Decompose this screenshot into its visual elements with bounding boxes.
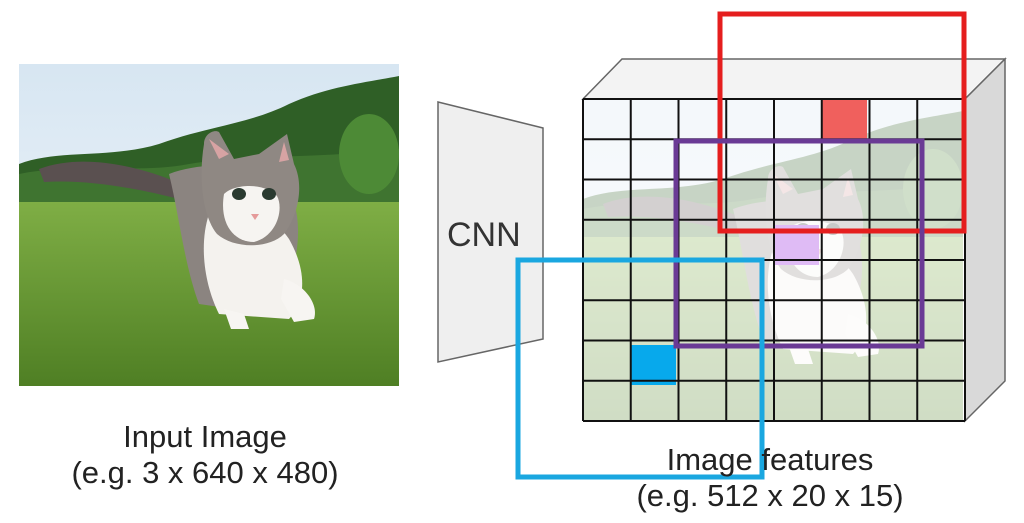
red-receptive-field-box — [717, 11, 967, 234]
features-caption-title: Image features — [666, 442, 874, 477]
features-caption-shape: (e.g. 512 x 20 x 15) — [636, 478, 904, 513]
input-image — [19, 64, 399, 386]
red-feature-cell — [822, 99, 867, 139]
input-caption-title: Input Image — [123, 419, 287, 454]
input-image-caption: Input Image (e.g. 3 x 640 x 480) — [20, 419, 390, 491]
blue-feature-cell — [631, 345, 676, 385]
cube-side-face — [964, 57, 1006, 423]
cnn-label: CNN — [447, 216, 521, 254]
cube-top-face — [581, 58, 1007, 100]
image-features-caption: Image features (e.g. 512 x 20 x 15) — [560, 442, 980, 514]
input-caption-shape: (e.g. 3 x 640 x 480) — [71, 455, 339, 490]
cnn-block: CNN — [437, 101, 544, 363]
blue-receptive-field-box — [515, 257, 765, 480]
purple-receptive-field-box — [673, 138, 925, 349]
feature-cube — [581, 57, 1007, 423]
